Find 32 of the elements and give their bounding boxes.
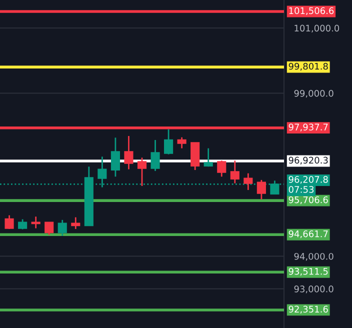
ref-line-label: 95,706.6 <box>288 196 328 204</box>
y-tick-label: 94,000.0 <box>294 252 334 261</box>
candlestick <box>4 214 14 230</box>
candlestick <box>204 148 213 168</box>
candlestick <box>217 160 226 178</box>
candlestick <box>177 136 186 149</box>
candlestick <box>230 160 240 184</box>
candlestick <box>71 216 80 230</box>
ref-line-label: 97,937.7 <box>288 124 328 132</box>
ref-line-label: 93,511.5 <box>288 268 328 276</box>
ref-line-label: 92,351.6 <box>288 306 328 314</box>
candlestick <box>58 219 67 237</box>
candlestick <box>137 156 147 187</box>
candlestick <box>164 128 174 155</box>
candlestick <box>124 135 134 170</box>
ref-line-label: 101,506.6 <box>289 7 334 16</box>
ref-line-label: 96,207.8 <box>288 176 328 184</box>
candlestick <box>150 139 160 172</box>
candlestick <box>244 172 253 191</box>
ref-line-label: 99,801.8 <box>288 62 328 71</box>
candlestick <box>31 216 40 229</box>
candlestick <box>190 142 200 171</box>
candlestick <box>44 222 54 236</box>
ref-line-label: 94,661.7 <box>288 230 328 238</box>
candlestick <box>18 218 28 230</box>
y-tick-label: 101,000.0 <box>294 24 340 32</box>
candlestick <box>110 136 120 178</box>
text: 07:53 <box>288 186 314 193</box>
ref-line-label: 96,920.3 <box>288 156 328 165</box>
y-tick-label: 99,000.0 <box>294 90 334 98</box>
candlestick <box>256 179 266 200</box>
y-tick-label: 93,000.0 <box>294 286 334 294</box>
